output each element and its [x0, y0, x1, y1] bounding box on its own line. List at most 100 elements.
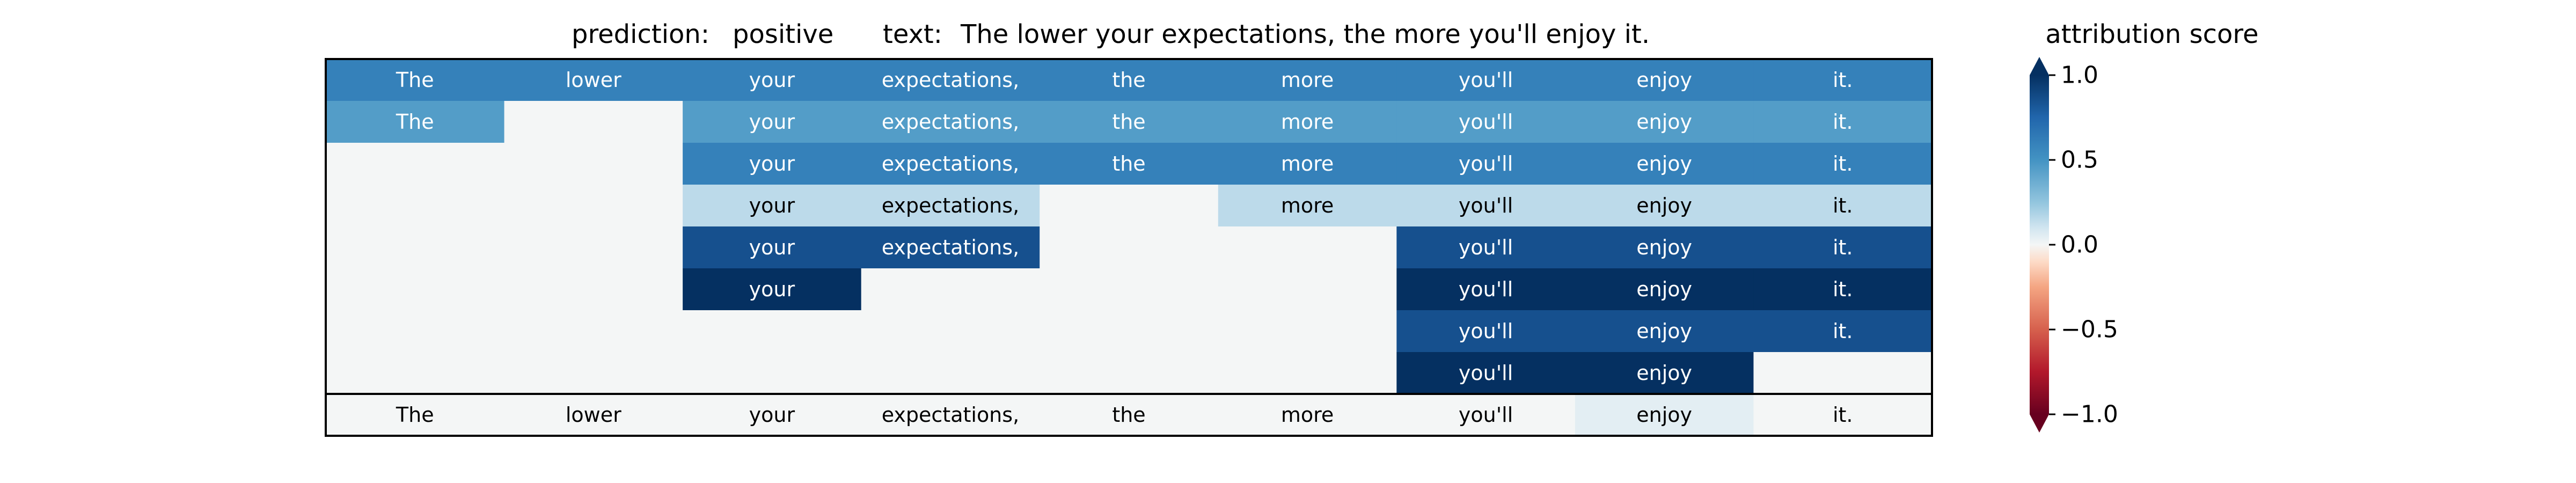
heatmap-cell-r4-c0 [326, 226, 505, 269]
cell-token-r0-c8: it. [1833, 68, 1853, 92]
heatmap-cell-r6-c3 [861, 310, 1040, 353]
cell-token-r2-c7: enjoy [1636, 152, 1692, 175]
heatmap-cell-r6-c0 [326, 310, 505, 353]
heatmap-cells [326, 59, 1933, 436]
cell-token-r1-c2: your [749, 110, 795, 134]
cell-token-r7-c6: you'll [1459, 361, 1513, 385]
heatmap-cell-r7-c3 [861, 352, 1040, 394]
heatmap-cell-rbottom-c2 [683, 394, 862, 436]
heatmap-cell-r6-c4 [1040, 310, 1219, 353]
heatmap-cell-r4-c8 [1753, 226, 1933, 269]
heatmap-cell-r4-c5 [1218, 226, 1397, 269]
heatmap-cell-r0-c3 [861, 59, 1040, 101]
text-label: text: [883, 19, 942, 49]
cell-token-r0-c1: lower [566, 68, 621, 92]
heatmap-cell-r7-c8 [1753, 352, 1933, 394]
heatmap-cell-r2-c2 [683, 143, 862, 185]
heatmap-cell-r5-c7 [1575, 268, 1754, 311]
heatmap-cell-r5-c4 [1040, 268, 1219, 311]
heatmap-cell-r4-c6 [1396, 226, 1576, 269]
heatmap-cell-rbottom-c0 [326, 394, 505, 436]
cell-token-r3-c8: it. [1833, 194, 1853, 217]
cell-token-r0-c3: expectations, [882, 68, 1019, 92]
cell-token-r4-c7: enjoy [1636, 236, 1692, 259]
heatmap-cell-r2-c5 [1218, 143, 1397, 185]
heatmap-cell-rbottom-c1 [504, 394, 683, 436]
cell-token-r3-c6: you'll [1459, 194, 1513, 217]
heatmap-cell-r5-c8 [1753, 268, 1933, 311]
heatmap-cell-r2-c6 [1396, 143, 1576, 185]
cell-token-r0-c7: enjoy [1636, 68, 1692, 92]
heatmap-cell-r5-c1 [504, 268, 683, 311]
heatmap-cell-r5-c5 [1218, 268, 1397, 311]
cell-token-r4-c2: your [749, 236, 795, 259]
heatmap-cell-r1-c2 [683, 101, 862, 143]
cell-token-r3-c3: expectations, [882, 194, 1019, 217]
heatmap-cell-r4-c7 [1575, 226, 1754, 269]
colorbar-tick-label: 0.5 [2061, 147, 2098, 174]
heatmap-cell-r0-c4 [1040, 59, 1219, 101]
heatmap-cell-r1-c8 [1753, 101, 1933, 143]
heatmap-cell-r2-c0 [326, 143, 505, 185]
heatmap-cell-r7-c6 [1396, 352, 1576, 394]
cell-token-r2-c8: it. [1833, 152, 1853, 175]
cell-token-rbottom-c3: expectations, [882, 403, 1019, 427]
cell-token-r0-c5: more [1281, 68, 1334, 92]
colorbar-max-cap [2030, 57, 2049, 75]
heatmap-cell-r2-c3 [861, 143, 1040, 185]
heatmap-cell-r0-c1 [504, 59, 683, 101]
heatmap-cell-rbottom-c5 [1218, 394, 1397, 436]
cell-token-r4-c8: it. [1833, 236, 1853, 259]
heatmap-cell-r6-c6 [1396, 310, 1576, 353]
heatmap-cell-r6-c5 [1218, 310, 1397, 353]
cell-token-rbottom-c5: more [1281, 403, 1334, 427]
cell-token-r4-c3: expectations, [882, 236, 1019, 259]
heatmap-cell-r7-c4 [1040, 352, 1219, 394]
heatmap-cell-r0-c8 [1753, 59, 1933, 101]
heatmap-cell-r3-c6 [1396, 185, 1576, 227]
cell-token-r6-c7: enjoy [1636, 319, 1692, 343]
cell-token-rbottom-c6: you'll [1459, 403, 1513, 427]
heatmap-cell-r3-c1 [504, 185, 683, 227]
heatmap-cell-r5-c3 [861, 268, 1040, 311]
heatmap-cell-r7-c0 [326, 352, 505, 394]
cell-token-r2-c3: expectations, [882, 152, 1019, 175]
heatmap-cell-rbottom-c4 [1040, 394, 1219, 436]
heatmap-cell-r7-c2 [683, 352, 862, 394]
heatmap-cell-r2-c8 [1753, 143, 1933, 185]
cell-token-r0-c2: your [749, 68, 795, 92]
heatmap-cell-r3-c2 [683, 185, 862, 227]
heatmap-cell-rbottom-c8 [1753, 394, 1933, 436]
cell-token-r1-c7: enjoy [1636, 110, 1692, 134]
cell-token-r2-c5: more [1281, 152, 1334, 175]
cell-token-rbottom-c7: enjoy [1636, 403, 1692, 427]
heatmap-cell-r0-c5 [1218, 59, 1397, 101]
heatmap-cell-r5-c0 [326, 268, 505, 311]
cell-token-rbottom-c0: The [396, 403, 434, 427]
heatmap-cell-r3-c4 [1040, 185, 1219, 227]
prediction-value: positive [733, 19, 833, 49]
cell-token-r3-c5: more [1281, 194, 1334, 217]
cell-token-r1-c8: it. [1833, 110, 1853, 134]
cell-token-r0-c6: you'll [1459, 68, 1513, 92]
heatmap-cell-r2-c1 [504, 143, 683, 185]
cell-token-r3-c2: your [749, 194, 795, 217]
heatmap-cell-r3-c5 [1218, 185, 1397, 227]
cell-token-r1-c0: The [396, 110, 434, 134]
cell-token-rbottom-c4: the [1112, 403, 1145, 427]
heatmap-cell-r3-c3 [861, 185, 1040, 227]
heatmap-cell-r3-c8 [1753, 185, 1933, 227]
heatmap-cell-r2-c7 [1575, 143, 1754, 185]
cell-token-r5-c2: your [749, 277, 795, 301]
cell-token-r1-c5: more [1281, 110, 1334, 134]
heatmap-cell-r2-c4 [1040, 143, 1219, 185]
colorbar-min-cap [2030, 414, 2049, 433]
cell-token-r1-c3: expectations, [882, 110, 1019, 134]
heatmap-cell-r6-c2 [683, 310, 862, 353]
heatmap-cell-r0-c0 [326, 59, 505, 101]
colorbar-gradient [2030, 75, 2049, 414]
colorbar: 1.0 0.5 0.0 −0.5 −1.0 [2030, 57, 2118, 433]
heatmap-cell-r7-c5 [1218, 352, 1397, 394]
cell-token-r5-c6: you'll [1459, 277, 1513, 301]
colorbar-tick-label: −0.5 [2061, 316, 2118, 343]
